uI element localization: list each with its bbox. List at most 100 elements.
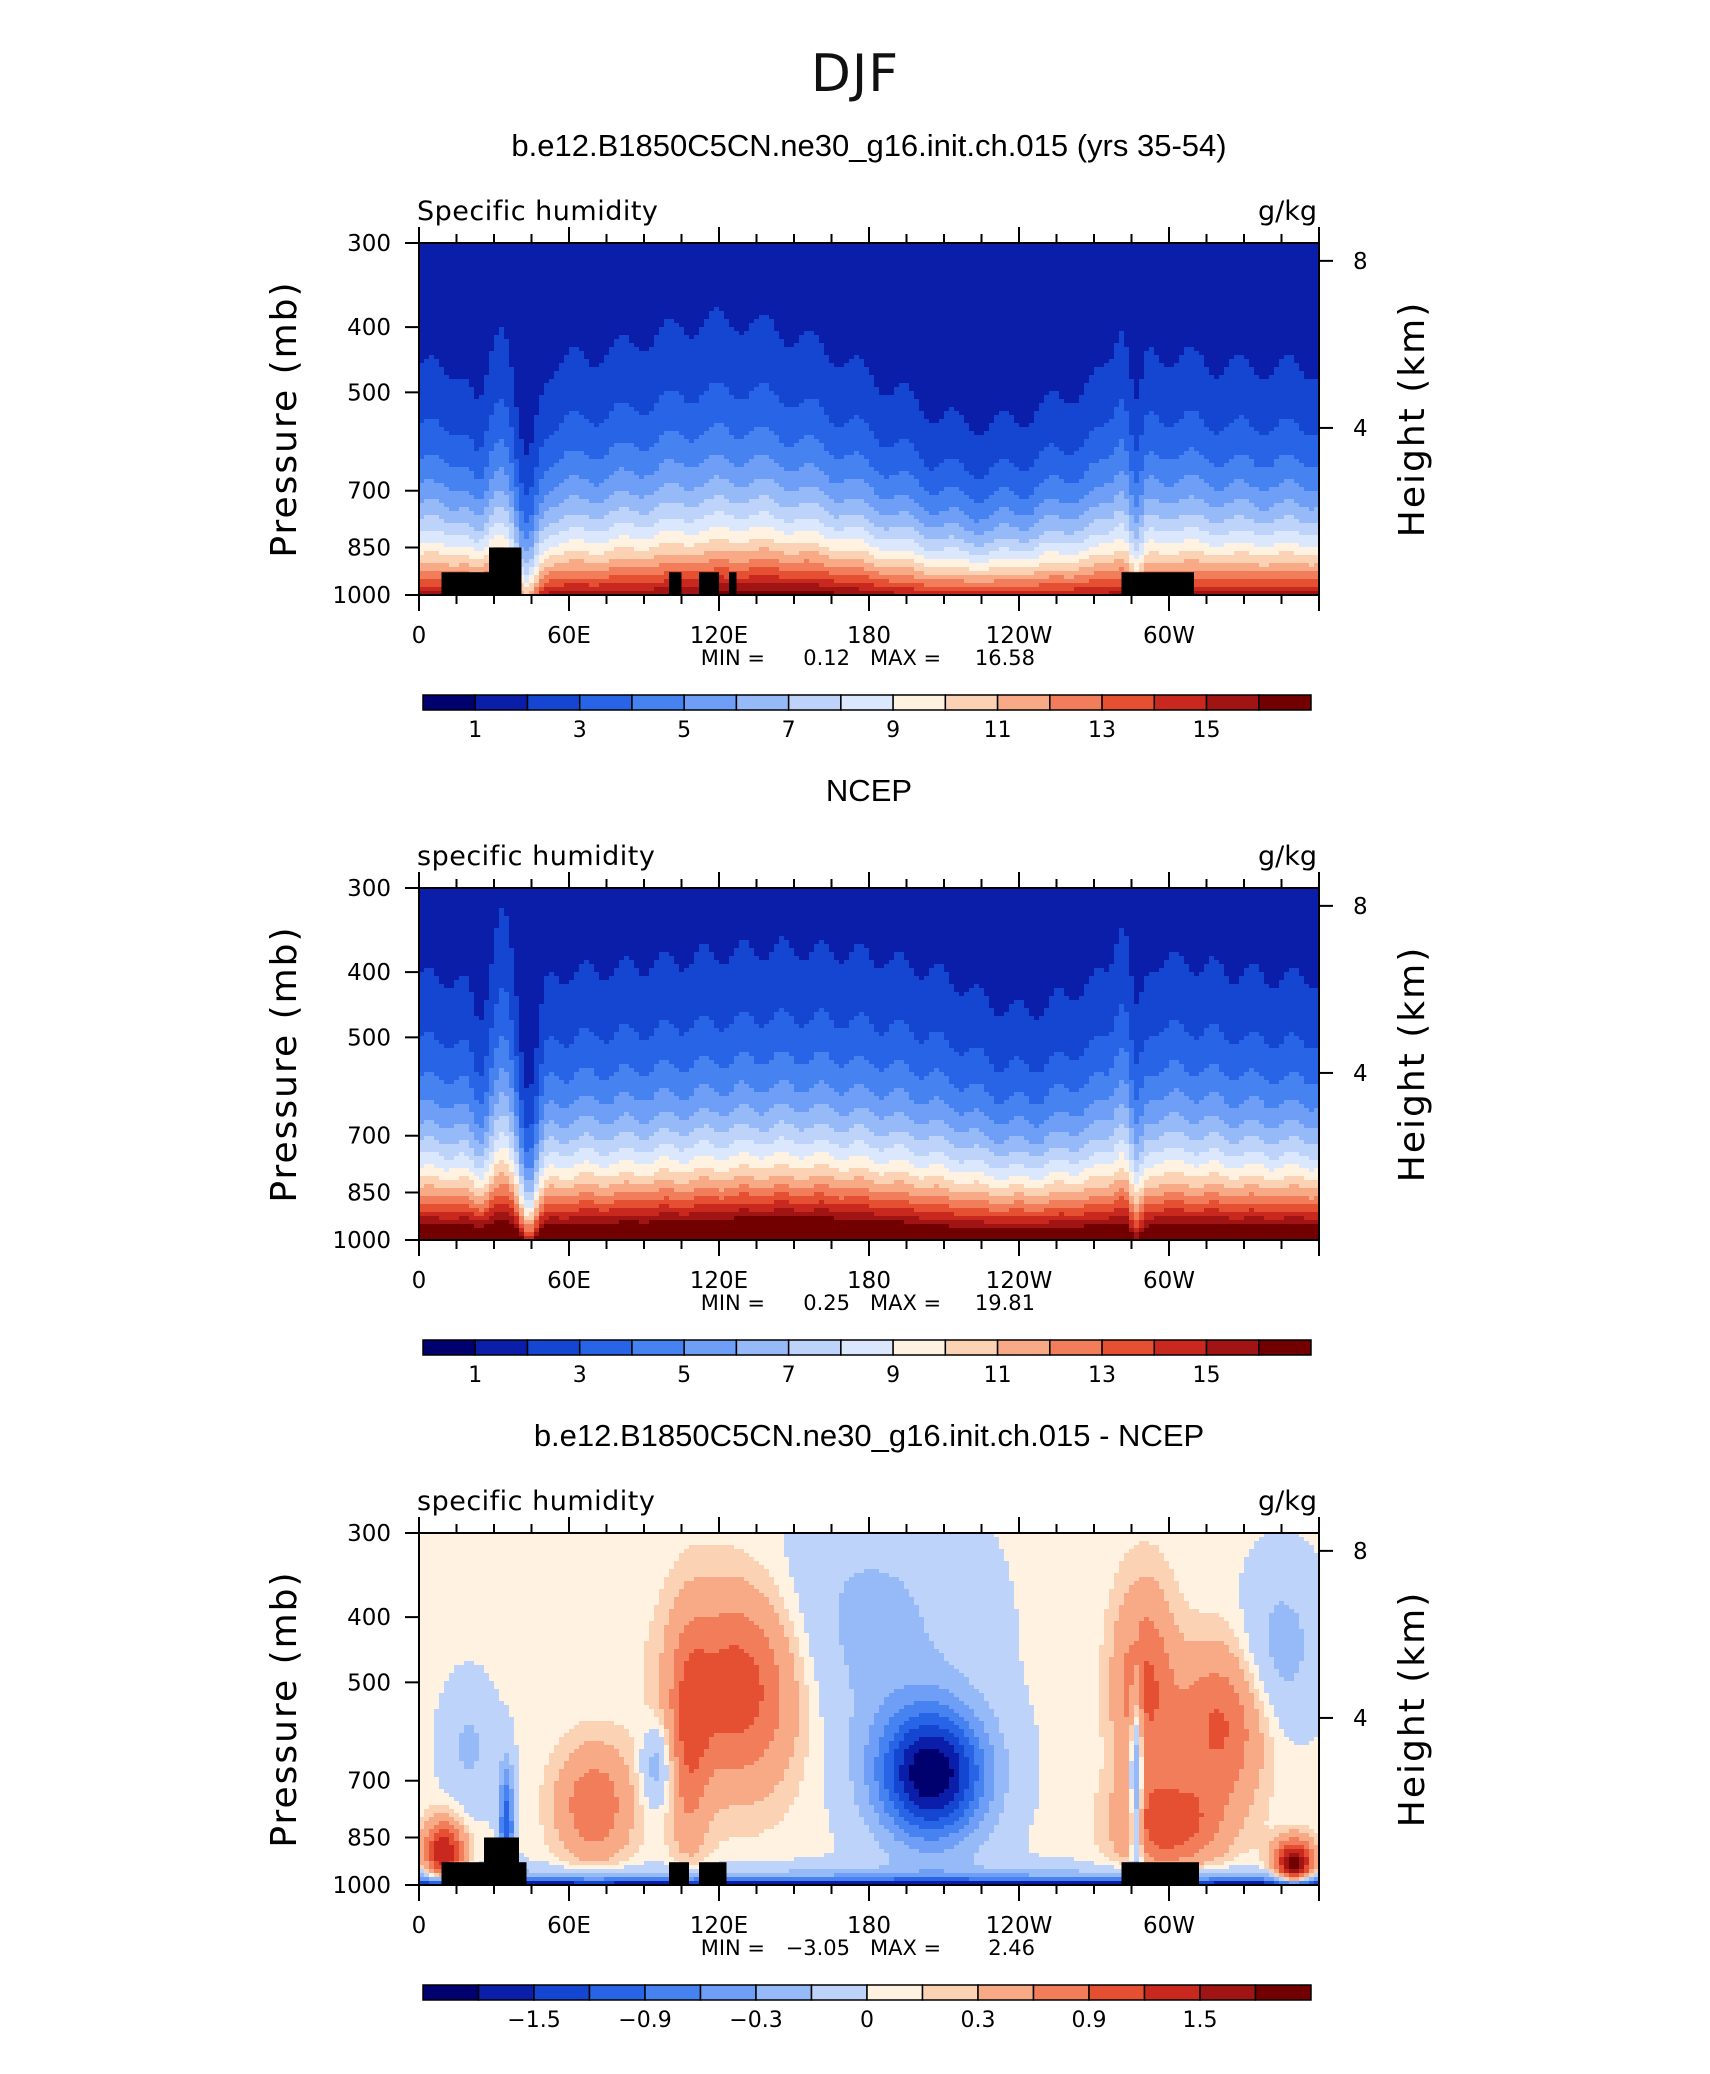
heatmap-cell: [569, 299, 575, 304]
heatmap-cell: [719, 315, 725, 320]
heatmap-cell: [784, 287, 790, 292]
heatmap-cell: [984, 335, 990, 340]
heatmap-cell: [1154, 279, 1160, 284]
heatmap-cell: [504, 331, 510, 336]
heatmap-cell: [954, 247, 960, 252]
heatmap-cell: [1234, 259, 1240, 264]
heatmap-cell: [644, 347, 650, 352]
heatmap-cell: [1119, 307, 1125, 312]
heatmap-cell: [884, 327, 890, 332]
heatmap-cell: [484, 259, 490, 264]
heatmap-cell: [559, 351, 565, 356]
heatmap-cell: [994, 291, 1000, 296]
heatmap-cell: [759, 247, 765, 252]
heatmap-cell: [624, 303, 630, 308]
heatmap-cell: [569, 251, 575, 256]
heatmap-cell: [1154, 271, 1160, 276]
heatmap-cell: [539, 271, 545, 276]
heatmap-cell: [894, 351, 900, 356]
heatmap-cell: [834, 343, 840, 348]
heatmap-cell: [1144, 307, 1150, 312]
heatmap-cell: [1054, 347, 1060, 352]
heatmap-cell: [879, 271, 885, 276]
heatmap-cell: [1134, 303, 1140, 308]
heatmap-cell: [1214, 343, 1220, 348]
heatmap-cell: [889, 255, 895, 260]
heatmap-cell: [1054, 315, 1060, 320]
heatmap-cell: [584, 283, 590, 288]
heatmap-cell: [739, 343, 745, 348]
heatmap-cell: [784, 331, 790, 336]
heatmap-cell: [1219, 315, 1225, 320]
heatmap-cell: [1079, 307, 1085, 312]
heatmap-cell: [1124, 267, 1130, 272]
heatmap-cell: [444, 343, 450, 348]
heatmap-cell: [989, 311, 995, 316]
heatmap-cell: [1224, 251, 1230, 256]
heatmap-cell: [789, 311, 795, 316]
heatmap-cell: [434, 279, 440, 284]
heatmap-cell: [539, 331, 545, 336]
heatmap-cell: [1294, 323, 1300, 328]
heatmap-cell: [639, 263, 645, 268]
heatmap-cell: [554, 263, 560, 268]
heatmap-cell: [1289, 323, 1295, 328]
heatmap-cell: [604, 263, 610, 268]
heatmap-cell: [989, 319, 995, 324]
heatmap-cell: [619, 247, 625, 252]
heatmap-cell: [629, 259, 635, 264]
heatmap-cell: [1234, 323, 1240, 328]
heatmap-cell: [579, 351, 585, 356]
heatmap-cell: [704, 283, 710, 288]
heatmap-cell: [734, 295, 740, 300]
heatmap-cell: [729, 323, 735, 328]
heatmap-cell: [904, 307, 910, 312]
heatmap-cell: [1019, 259, 1025, 264]
heatmap-cell: [709, 267, 715, 272]
heatmap-cell: [519, 339, 525, 344]
heatmap-cell: [449, 303, 455, 308]
heatmap-cell: [1029, 271, 1035, 276]
heatmap-cell: [1244, 255, 1250, 260]
heatmap-cell: [829, 323, 835, 328]
heatmap-cell: [584, 315, 590, 320]
heatmap-cell: [1004, 323, 1010, 328]
heatmap-cell: [1174, 259, 1180, 264]
heatmap-cell: [919, 311, 925, 316]
heatmap-cell: [839, 267, 845, 272]
heatmap-cell: [849, 351, 855, 356]
heatmap-cell: [699, 343, 705, 348]
heatmap-cell: [929, 263, 935, 268]
heatmap-cell: [1084, 255, 1090, 260]
heatmap-cell: [1124, 251, 1130, 256]
heatmap-cell: [854, 315, 860, 320]
heatmap-cell: [1114, 347, 1120, 352]
heatmap-cell: [469, 339, 475, 344]
heatmap-cell: [669, 347, 675, 352]
heatmap-cell: [1059, 323, 1065, 328]
heatmap-cell: [1299, 267, 1305, 272]
heatmap-cell: [1149, 323, 1155, 328]
heatmap-cell: [1269, 259, 1275, 264]
heatmap-cell: [1024, 307, 1030, 312]
heatmap-cell: [464, 335, 470, 340]
heatmap-cell: [454, 311, 460, 316]
heatmap-cell: [704, 275, 710, 280]
heatmap-cell: [554, 347, 560, 352]
heatmap-cell: [739, 307, 745, 312]
heatmap-cell: [959, 315, 965, 320]
heatmap-cell: [884, 331, 890, 336]
heatmap-cell: [1094, 331, 1100, 336]
heatmap-cell: [1309, 319, 1315, 324]
heatmap-cell: [814, 351, 820, 356]
heatmap-cell: [709, 327, 715, 332]
heatmap-cell: [804, 255, 810, 260]
heatmap-cell: [1194, 279, 1200, 284]
heatmap-cell: [939, 331, 945, 336]
heatmap-cell: [754, 267, 760, 272]
heatmap-cell: [959, 335, 965, 340]
heatmap-cell: [464, 319, 470, 324]
heatmap-cell: [1044, 255, 1050, 260]
heatmap-cell: [689, 319, 695, 324]
